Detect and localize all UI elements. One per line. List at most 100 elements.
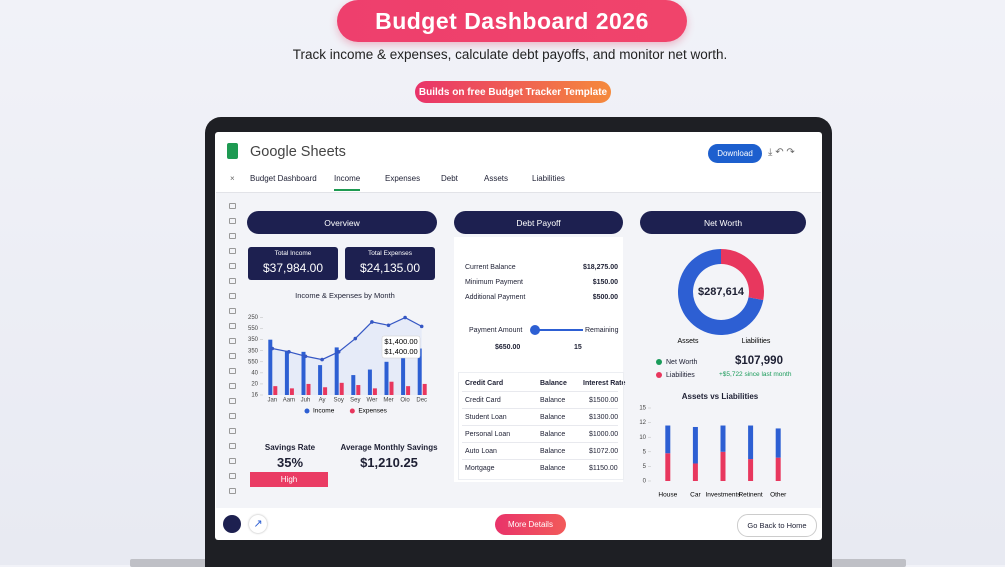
home-text: Go Back to Home — [747, 521, 807, 530]
x-tick-label: Retinent — [738, 492, 762, 499]
sidebar-icon — [229, 443, 236, 449]
legend-swatch — [304, 408, 310, 414]
y-tick-label: 10 — [639, 435, 646, 441]
bar — [720, 451, 726, 481]
bar — [692, 463, 698, 481]
x-tick-label: House — [658, 492, 677, 499]
bar — [665, 425, 671, 454]
table-cell: Mortgage — [465, 465, 495, 472]
y-tick-label: 250 — [248, 315, 259, 321]
toolbar-icons: ⤓ ↶ ↷ — [768, 147, 795, 158]
tab[interactable]: Income — [334, 174, 361, 183]
tab[interactable]: Assets — [484, 174, 509, 183]
x-tick-label: Car — [690, 492, 701, 499]
tooltip-text: $1,400.00 — [384, 337, 417, 346]
x-tick-label: Dec — [416, 398, 427, 404]
legend-swatch — [349, 408, 355, 414]
close-tab[interactable]: × — [230, 174, 235, 183]
y-tick-label: 15 — [639, 406, 646, 412]
slider-remaining-label: Remaining — [585, 327, 619, 334]
x-tick-label: Juh — [301, 398, 311, 404]
download-button[interactable]: Download — [708, 144, 762, 163]
table-cell: $1500.00 — [589, 397, 619, 404]
bar — [401, 355, 406, 395]
trend-point — [336, 350, 341, 354]
summary-label: Minimum Payment — [465, 279, 523, 286]
table-cell: $1300.00 — [589, 414, 619, 421]
row-divider — [462, 408, 618, 409]
card — [248, 247, 338, 280]
overview-header: Overview — [247, 211, 437, 234]
x-tick-label: Ay — [319, 398, 326, 404]
y-tick-label: 12 — [639, 420, 646, 426]
trend-line — [272, 316, 422, 361]
x-tick-label: Wer — [366, 398, 377, 404]
more-details-button[interactable]: More Details — [495, 514, 566, 535]
summary-value: $18,275.00 — [582, 264, 618, 271]
summary-label: Additional Payment — [465, 294, 526, 301]
donut-label: Assets — [677, 338, 699, 345]
slider-track[interactable] — [535, 329, 583, 331]
sidebar-icon — [229, 428, 236, 434]
avg-savings-label: Average Monthly Savings — [340, 443, 438, 452]
bar — [748, 425, 754, 460]
sheet-icon-button[interactable] — [223, 515, 241, 533]
active-tab-underline — [334, 189, 360, 191]
savings-rate-value: 35% — [276, 455, 304, 470]
sidebar-icon — [229, 398, 236, 404]
table-cell: $1072.00 — [589, 448, 619, 455]
badge-text: Builds on free Budget Tracker Template — [418, 86, 608, 98]
sidebar-icon — [229, 368, 236, 374]
bar — [665, 453, 671, 481]
slider-label: Payment Amount — [469, 327, 523, 334]
legend-name: Liabilities — [666, 372, 695, 379]
sidebar-icon — [229, 203, 236, 209]
debt-panel — [454, 237, 623, 482]
trend-point — [386, 323, 391, 328]
sidebar-icon — [229, 488, 236, 494]
title-pill: Budget Dashboard 2026 — [337, 0, 687, 42]
download-text: Download — [717, 149, 753, 158]
donut-slice — [721, 249, 764, 301]
subtitle: Track income & expenses, calculate debt … — [292, 47, 728, 62]
tab[interactable]: Expenses — [385, 174, 421, 183]
edit-icon-button[interactable]: ↗ — [249, 515, 267, 533]
x-tick-label: Sey — [350, 398, 360, 404]
avg-savings-value: $1,210.25 — [360, 455, 418, 470]
x-tick-label: Aam — [283, 398, 295, 404]
y-tick-label: 5 — [643, 464, 647, 470]
title: Budget Dashboard 2026 — [375, 7, 649, 34]
trend-point — [303, 354, 308, 359]
x-tick-label: Mer — [383, 398, 393, 404]
sheets-icon — [227, 143, 238, 159]
row-divider — [462, 391, 618, 392]
y-tick-label: 40 — [251, 370, 258, 376]
tab[interactable]: Liabilities — [532, 174, 565, 183]
sidebar-icon — [229, 233, 236, 239]
slider-thumb[interactable] — [530, 325, 540, 335]
row-divider — [462, 425, 618, 426]
table-cell: $1000.00 — [589, 431, 619, 438]
home-button[interactable]: Go Back to Home — [737, 514, 817, 537]
slider-remaining: 15 — [574, 344, 582, 351]
table-cell: Balance — [540, 397, 566, 404]
bar — [284, 350, 289, 395]
table-cell: Student Loan — [465, 414, 507, 421]
debt-table-box — [458, 372, 624, 480]
card-value: $37,984.00 — [262, 261, 324, 275]
summary-label: Current Balance — [465, 264, 516, 271]
tab[interactable]: Budget Dashboard — [250, 174, 317, 183]
badge: Builds on free Budget Tracker Template — [415, 81, 611, 103]
income-chart-title: Income & Expenses by Month — [295, 291, 395, 300]
app-name: Google Sheets — [250, 144, 346, 160]
table-cell: Balance — [540, 465, 566, 472]
debt-title: Debt Payoff — [516, 217, 561, 228]
tab[interactable]: Debt — [441, 174, 458, 183]
trend-point — [353, 336, 358, 341]
y-tick-label: 550 — [248, 359, 259, 365]
sidebar-icon — [229, 323, 236, 329]
legend-label: Income — [313, 408, 335, 415]
debt-header: Debt Payoff — [454, 211, 623, 234]
y-tick-label: 5 — [643, 449, 647, 455]
